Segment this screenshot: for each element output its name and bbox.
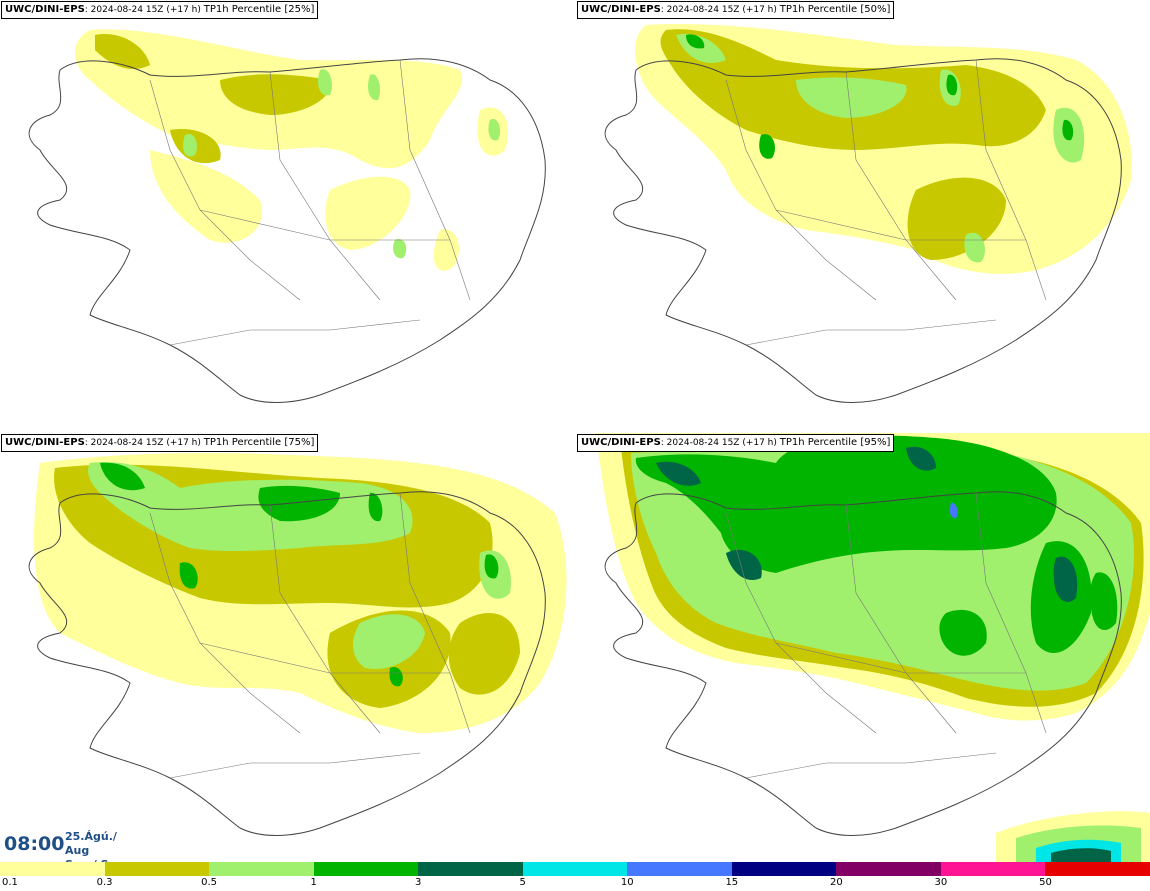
precip-area xyxy=(635,435,1057,573)
model-name: UWC/DINI-EPS xyxy=(5,4,85,15)
precip-area xyxy=(946,74,958,96)
precip-area xyxy=(88,462,413,552)
model-name: UWC/DINI-EPS xyxy=(581,437,661,448)
parameter-label: TP1h Percentile [25%] xyxy=(203,4,315,15)
legend-tick-label: 0.5 xyxy=(201,877,218,888)
precip-area xyxy=(906,446,936,471)
coastline xyxy=(604,491,1122,836)
panel-title: UWC/DINI-EPS: 2024-08-24 15Z (+17 h) TP1… xyxy=(577,434,895,452)
precip-area xyxy=(686,34,705,49)
legend-tick-label: 0.1 xyxy=(2,877,18,888)
valid-time-box: 08:00 25.Ágú./ Aug Sun./ Sun xyxy=(0,826,142,871)
precip-shading xyxy=(635,24,1132,274)
boundaries xyxy=(149,59,471,346)
precip-shading xyxy=(596,433,1150,721)
precip-area xyxy=(1090,572,1118,631)
legend-swatch xyxy=(731,862,837,876)
precip-area xyxy=(1051,848,1111,863)
coastline xyxy=(604,58,1122,403)
run-time: 2024-08-24 15Z (+17 h) xyxy=(90,5,201,15)
precip-area xyxy=(949,502,958,519)
precip-area xyxy=(1062,119,1074,141)
legend-tick-label: 20 xyxy=(829,877,843,888)
precip-area xyxy=(318,69,332,96)
precip-shading xyxy=(34,453,567,733)
precip-area xyxy=(1053,556,1078,602)
boundaries xyxy=(725,59,1047,346)
legend-tick-label: 15 xyxy=(725,877,739,888)
precip-area xyxy=(433,229,460,271)
map-panel-50: UWC/DINI-EPS: 2024-08-24 15Z (+17 h) TP1… xyxy=(576,0,1150,430)
run-time: 2024-08-24 15Z (+17 h) xyxy=(666,5,777,15)
precip-area xyxy=(258,485,340,522)
legend-swatch xyxy=(836,862,941,876)
legend-tick-label: 50 xyxy=(1039,877,1052,888)
model-name: UWC/DINI-EPS xyxy=(5,437,85,448)
precip-area xyxy=(726,549,762,581)
legend-bar xyxy=(0,862,1150,876)
precip-area xyxy=(656,461,701,486)
valid-time: 08:00 xyxy=(4,833,65,855)
map-svg xyxy=(604,24,1132,403)
precip-area xyxy=(368,492,383,522)
map-panel-75: UWC/DINI-EPS: 2024-08-24 15Z (+17 h) TP1… xyxy=(0,433,574,863)
legend-tick-label: 10 xyxy=(620,877,634,888)
precip-area xyxy=(183,134,197,157)
precip-area xyxy=(325,176,411,250)
precip-area xyxy=(100,462,145,491)
precip-area xyxy=(939,609,987,656)
map-panel-95: UWC/DINI-EPS: 2024-08-24 15Z (+17 h) TP1… xyxy=(576,433,1150,863)
legend-swatch xyxy=(209,862,314,876)
precip-area xyxy=(488,119,501,141)
legend-swatch xyxy=(418,862,523,876)
precip-area xyxy=(367,74,381,101)
legend-swatch xyxy=(940,862,1046,876)
legend-swatch xyxy=(522,862,628,876)
legend-swatch xyxy=(104,862,210,876)
precip-area xyxy=(220,74,331,115)
coastline xyxy=(28,58,546,403)
legend-swatch xyxy=(1045,862,1150,876)
legend-tick-label: 3 xyxy=(414,877,422,888)
precip-shading-southeast xyxy=(996,811,1150,863)
precip-area xyxy=(392,239,407,259)
parameter-label: TP1h Percentile [95%] xyxy=(779,437,891,448)
boundaries xyxy=(725,492,1047,779)
run-time: 2024-08-24 15Z (+17 h) xyxy=(666,438,777,448)
precip-area xyxy=(759,134,775,159)
legend-swatch xyxy=(627,862,732,876)
legend-tick-label: 5 xyxy=(519,877,526,888)
map-svg xyxy=(28,453,567,836)
model-name: UWC/DINI-EPS xyxy=(581,4,661,15)
parameter-label: TP1h Percentile [50%] xyxy=(779,4,891,15)
color-legend: 0.1 0.3 0.5 1 3 5 10 15 20 30 50 xyxy=(0,862,1150,891)
panel-title: UWC/DINI-EPS: 2024-08-24 15Z (+17 h) TP1… xyxy=(1,434,319,452)
map-svg xyxy=(28,29,546,403)
legend-swatch xyxy=(313,862,419,876)
precip-area xyxy=(353,614,425,669)
run-time: 2024-08-24 15Z (+17 h) xyxy=(90,438,201,448)
coastline xyxy=(28,491,546,836)
map-panel-25: UWC/DINI-EPS: 2024-08-24 15Z (+17 h) TP1… xyxy=(0,0,574,430)
valid-date-line: 25.Ágú./ Aug xyxy=(65,830,117,857)
map-svg xyxy=(596,433,1150,863)
legend-swatch xyxy=(0,862,105,876)
precip-area xyxy=(484,554,499,579)
precip-area xyxy=(95,34,150,70)
legend-tick-label: 0.3 xyxy=(96,877,113,888)
precip-area xyxy=(448,613,520,695)
precip-area xyxy=(179,562,198,589)
panel-title: UWC/DINI-EPS: 2024-08-24 15Z (+17 h) TP1… xyxy=(577,1,895,19)
panel-title: UWC/DINI-EPS: 2024-08-24 15Z (+17 h) TP1… xyxy=(1,1,319,19)
boundaries xyxy=(149,492,471,779)
legend-tick-label: 1 xyxy=(310,877,317,888)
precip-area xyxy=(150,150,262,243)
parameter-label: TP1h Percentile [75%] xyxy=(203,437,315,448)
precip-area xyxy=(796,77,907,118)
legend-tick-label: 30 xyxy=(934,877,948,888)
precip-shading xyxy=(75,29,509,271)
precip-area xyxy=(389,667,403,687)
